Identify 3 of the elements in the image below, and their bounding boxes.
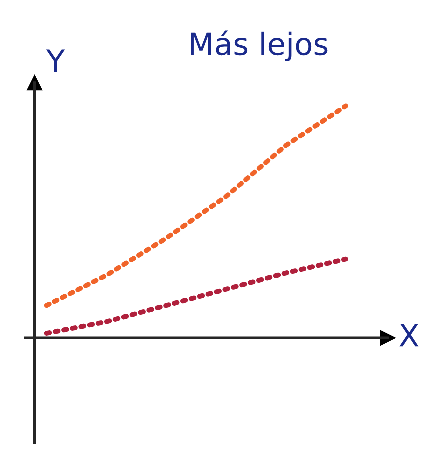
chart-title: Más lejos [191, 30, 328, 62]
y-axis-title: Y [46, 50, 66, 72]
x-axis-title: X [400, 324, 419, 347]
